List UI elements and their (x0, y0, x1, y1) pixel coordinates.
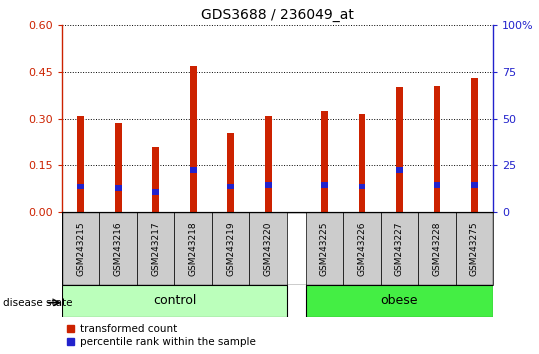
Bar (433, 182, 440, 188)
Text: GSM243219: GSM243219 (226, 221, 235, 276)
Legend: transformed count, percentile rank within the sample: transformed count, percentile rank withi… (67, 324, 255, 347)
Text: GSM243215: GSM243215 (76, 221, 85, 276)
Bar (212, 212, 250, 285)
Bar (455, 212, 493, 285)
Text: GSM243216: GSM243216 (114, 221, 123, 276)
Bar (78, 184, 84, 189)
Text: GSM243225: GSM243225 (320, 222, 329, 276)
Bar (190, 167, 197, 173)
Bar (321, 182, 328, 188)
Bar (343, 212, 381, 285)
Bar (100, 212, 137, 285)
Text: disease state: disease state (3, 298, 72, 308)
Bar (78, 116, 84, 212)
Bar (396, 87, 403, 212)
Bar (396, 167, 403, 173)
Text: control: control (153, 295, 196, 307)
Bar (62, 212, 100, 285)
Title: GDS3688 / 236049_at: GDS3688 / 236049_at (201, 8, 354, 22)
Text: GSM243218: GSM243218 (189, 221, 198, 276)
Bar (265, 116, 272, 212)
Text: GSM243226: GSM243226 (357, 222, 367, 276)
Text: GSM243217: GSM243217 (151, 221, 160, 276)
Bar (115, 123, 122, 212)
Bar (175, 212, 212, 285)
Bar (306, 212, 343, 285)
Bar (381, 212, 418, 285)
Text: GSM243220: GSM243220 (264, 222, 273, 276)
Bar (137, 212, 175, 285)
Bar (265, 182, 272, 188)
Text: GSM243228: GSM243228 (432, 222, 441, 276)
Bar (62, 285, 287, 317)
Text: obese: obese (381, 295, 418, 307)
Bar (433, 86, 440, 212)
Bar (153, 147, 159, 212)
Bar (418, 212, 455, 285)
Bar (115, 185, 122, 191)
Text: GSM243227: GSM243227 (395, 222, 404, 276)
Bar (250, 212, 287, 285)
Bar (358, 184, 365, 189)
Bar (471, 78, 478, 212)
Bar (306, 285, 493, 317)
Bar (358, 114, 365, 212)
Bar (227, 133, 234, 212)
Bar (471, 182, 478, 188)
Bar (227, 184, 234, 189)
Bar (321, 111, 328, 212)
Bar (190, 66, 197, 212)
Text: GSM243275: GSM243275 (470, 221, 479, 276)
Bar (153, 189, 159, 195)
